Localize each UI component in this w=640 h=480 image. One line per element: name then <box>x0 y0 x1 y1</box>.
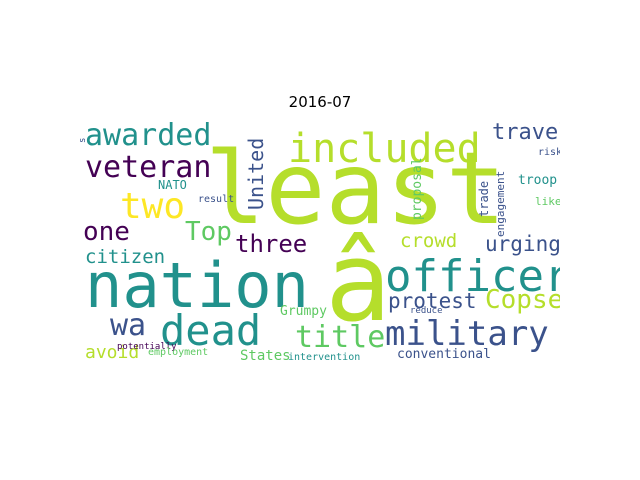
word-copse: Copse <box>485 285 560 315</box>
word-trade: trade <box>477 181 491 217</box>
word-reduce: reduce <box>410 306 443 316</box>
word-two: two <box>120 186 185 227</box>
word-crowd: crowd <box>400 230 457 252</box>
word-least: least <box>205 130 506 247</box>
word-officer: officer <box>385 251 560 302</box>
word-intervention: intervention <box>288 352 360 363</box>
word-three: three <box>235 230 307 258</box>
word-result: result <box>198 194 234 205</box>
page-title: 2016-07 <box>288 93 352 111</box>
word-a-circumflex: â <box>325 218 391 346</box>
word-title: title <box>295 320 385 355</box>
word-conventional: conventional <box>397 347 491 362</box>
word-included: included <box>288 126 481 172</box>
word-wa: wa <box>110 308 146 343</box>
word-troop: troop <box>518 173 557 188</box>
word-likely: likely <box>535 195 560 208</box>
word-employment: employment <box>148 347 208 358</box>
word-travel: travel <box>492 120 560 145</box>
word-nation: nation <box>85 249 309 322</box>
word-grumpy: Grumpy <box>280 304 327 319</box>
word-top: Top <box>185 217 232 247</box>
word-urging: urging <box>485 232 560 256</box>
word-cloud: least nation â included officer dead military a… <box>80 115 560 365</box>
word-engagement: engagement <box>494 171 507 237</box>
word-citizen: citizen <box>85 246 165 268</box>
word-nato: NATO <box>158 178 187 192</box>
word-risky: risky <box>538 147 560 158</box>
word-states: States <box>240 348 291 364</box>
word-avoid: avoid <box>85 342 139 363</box>
word-proposal: proposal <box>410 157 425 220</box>
word-protest: protest <box>388 289 477 313</box>
word-one: one <box>83 217 130 247</box>
word-awarded: awarded <box>85 118 211 153</box>
word-veteran: veteran <box>85 150 211 185</box>
word-united: United <box>244 138 268 210</box>
word-military: military <box>385 314 549 354</box>
word-dead: dead <box>160 306 261 355</box>
word-potentially: potentially <box>117 342 177 352</box>
word-s: s <box>80 138 88 143</box>
